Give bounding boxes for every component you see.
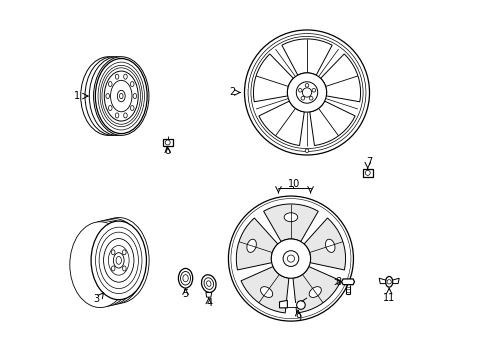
Text: 1: 1 — [74, 91, 80, 101]
Ellipse shape — [110, 80, 132, 112]
Ellipse shape — [206, 281, 210, 287]
Ellipse shape — [108, 105, 112, 111]
Ellipse shape — [130, 82, 134, 87]
Ellipse shape — [104, 71, 138, 121]
Ellipse shape — [130, 105, 134, 111]
Circle shape — [165, 140, 170, 145]
Circle shape — [365, 170, 369, 175]
Text: 11: 11 — [382, 293, 394, 303]
Polygon shape — [258, 101, 304, 145]
Circle shape — [271, 239, 310, 278]
Text: 8: 8 — [334, 277, 341, 287]
Text: 4: 4 — [206, 298, 212, 308]
Circle shape — [386, 280, 390, 284]
Circle shape — [302, 88, 311, 97]
Ellipse shape — [385, 276, 392, 287]
Ellipse shape — [99, 232, 138, 289]
Ellipse shape — [115, 113, 119, 118]
Ellipse shape — [89, 57, 144, 135]
Polygon shape — [392, 278, 398, 284]
Ellipse shape — [95, 59, 147, 134]
Polygon shape — [304, 218, 345, 270]
Polygon shape — [320, 54, 360, 102]
Circle shape — [228, 196, 353, 321]
Ellipse shape — [325, 239, 334, 252]
Polygon shape — [236, 218, 277, 270]
Ellipse shape — [123, 74, 127, 79]
Circle shape — [244, 30, 369, 155]
Ellipse shape — [201, 275, 216, 292]
Ellipse shape — [106, 94, 109, 99]
Ellipse shape — [108, 82, 112, 87]
Circle shape — [298, 89, 302, 92]
Ellipse shape — [183, 275, 188, 282]
Polygon shape — [241, 267, 288, 313]
Text: 5: 5 — [182, 289, 187, 299]
Ellipse shape — [81, 57, 136, 135]
Circle shape — [305, 149, 308, 153]
Ellipse shape — [102, 68, 140, 124]
Ellipse shape — [284, 213, 297, 222]
Ellipse shape — [246, 239, 256, 252]
Ellipse shape — [122, 266, 126, 271]
Circle shape — [309, 96, 312, 100]
Ellipse shape — [260, 287, 272, 297]
Ellipse shape — [108, 246, 129, 275]
Ellipse shape — [79, 220, 140, 305]
Ellipse shape — [111, 250, 115, 255]
Polygon shape — [253, 54, 293, 102]
Ellipse shape — [103, 239, 134, 282]
Ellipse shape — [133, 94, 136, 99]
Ellipse shape — [308, 287, 321, 297]
Polygon shape — [205, 293, 211, 297]
Ellipse shape — [88, 217, 149, 303]
Circle shape — [296, 301, 305, 309]
Polygon shape — [362, 169, 372, 177]
Circle shape — [283, 251, 298, 266]
Ellipse shape — [70, 222, 130, 307]
Ellipse shape — [95, 227, 142, 294]
Ellipse shape — [113, 253, 124, 268]
Ellipse shape — [119, 93, 123, 99]
Ellipse shape — [83, 219, 144, 304]
Ellipse shape — [203, 278, 213, 289]
Polygon shape — [292, 267, 340, 313]
Ellipse shape — [117, 90, 125, 102]
Text: 3: 3 — [93, 294, 99, 303]
Ellipse shape — [111, 266, 115, 271]
Text: 10: 10 — [288, 179, 300, 189]
Circle shape — [287, 73, 326, 112]
Ellipse shape — [180, 271, 190, 285]
Polygon shape — [341, 279, 354, 285]
Ellipse shape — [178, 269, 192, 288]
Ellipse shape — [93, 57, 149, 135]
Circle shape — [301, 96, 304, 100]
Polygon shape — [309, 101, 354, 145]
Ellipse shape — [116, 256, 121, 264]
Circle shape — [296, 82, 317, 103]
Circle shape — [287, 255, 294, 262]
Ellipse shape — [115, 74, 119, 79]
Text: 6: 6 — [164, 147, 170, 157]
Polygon shape — [163, 139, 172, 146]
Ellipse shape — [98, 62, 144, 130]
Text: 2: 2 — [228, 87, 235, 98]
Ellipse shape — [100, 65, 142, 127]
Circle shape — [311, 89, 315, 92]
Ellipse shape — [123, 113, 127, 118]
Polygon shape — [263, 204, 318, 242]
Text: 7: 7 — [365, 157, 371, 167]
Circle shape — [305, 84, 308, 87]
Ellipse shape — [122, 250, 126, 255]
Ellipse shape — [74, 221, 135, 306]
Polygon shape — [281, 39, 331, 75]
Polygon shape — [279, 300, 287, 308]
Polygon shape — [378, 278, 385, 284]
Text: 9: 9 — [294, 313, 301, 323]
Ellipse shape — [91, 221, 146, 300]
Ellipse shape — [85, 57, 140, 135]
